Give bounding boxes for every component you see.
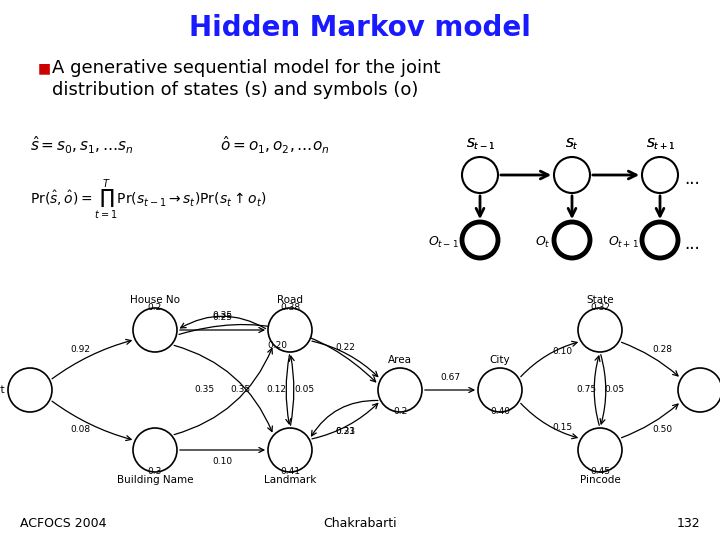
Text: 0.20: 0.20 — [268, 341, 287, 350]
Circle shape — [578, 308, 622, 352]
Text: 0.2: 0.2 — [148, 303, 162, 313]
Text: 0.28: 0.28 — [652, 346, 672, 354]
Text: ...: ... — [684, 235, 700, 253]
Text: Building Name: Building Name — [117, 475, 193, 485]
Text: 0.15: 0.15 — [552, 423, 572, 433]
Text: House No: House No — [130, 295, 180, 305]
Text: 0.10: 0.10 — [552, 348, 572, 356]
Text: 0.41: 0.41 — [280, 468, 300, 476]
Text: 0.2: 0.2 — [393, 408, 407, 416]
Circle shape — [678, 368, 720, 412]
Circle shape — [268, 308, 312, 352]
Text: 0.50: 0.50 — [652, 426, 672, 435]
Text: 0.35: 0.35 — [194, 386, 215, 395]
Text: 132: 132 — [676, 517, 700, 530]
Circle shape — [642, 222, 678, 258]
Text: 0.40: 0.40 — [490, 408, 510, 416]
Text: $\Pr(\hat{s}, \hat{o}) = \prod_{t=1}^{T} \Pr(s_{t-1} \to s_t) \Pr(s_t \uparrow o: $\Pr(\hat{s}, \hat{o}) = \prod_{t=1}^{T}… — [30, 178, 266, 222]
Text: 0.75: 0.75 — [576, 386, 596, 395]
Text: 0.38: 0.38 — [280, 303, 300, 313]
Text: 0.10: 0.10 — [212, 457, 233, 467]
Circle shape — [378, 368, 422, 412]
Circle shape — [268, 428, 312, 472]
Text: 0.3: 0.3 — [148, 468, 162, 476]
Text: 0.08: 0.08 — [71, 426, 91, 435]
Circle shape — [478, 368, 522, 412]
Text: $S_{t+1}$: $S_{t+1}$ — [646, 137, 675, 152]
Circle shape — [578, 428, 622, 472]
Text: Chakrabarti: Chakrabarti — [323, 517, 397, 530]
Text: 0.32: 0.32 — [590, 303, 610, 313]
Text: Road: Road — [277, 295, 303, 305]
Text: 0.35: 0.35 — [212, 312, 233, 321]
Text: $S_t$: $S_t$ — [565, 137, 579, 152]
Circle shape — [462, 222, 498, 258]
Text: ...: ... — [684, 170, 700, 188]
Text: $O_t$: $O_t$ — [536, 234, 551, 249]
Text: Area: Area — [388, 355, 412, 365]
Text: City: City — [490, 355, 510, 365]
Circle shape — [642, 157, 678, 193]
Text: 0.33: 0.33 — [335, 428, 355, 436]
Text: 0.92: 0.92 — [71, 346, 91, 354]
Circle shape — [462, 157, 498, 193]
Text: A generative sequential model for the joint: A generative sequential model for the jo… — [52, 59, 441, 77]
Text: 0.12: 0.12 — [266, 386, 286, 395]
Circle shape — [8, 368, 52, 412]
Circle shape — [133, 308, 177, 352]
Text: $S_{t-1}$: $S_{t-1}$ — [466, 137, 495, 152]
Text: $S_{t-1}$: $S_{t-1}$ — [466, 137, 495, 152]
Text: State: State — [586, 295, 614, 305]
Text: 0.25: 0.25 — [212, 314, 233, 322]
Text: ■: ■ — [38, 61, 51, 75]
Text: 0.05: 0.05 — [294, 386, 314, 395]
Text: Hidden Markov model: Hidden Markov model — [189, 14, 531, 42]
Circle shape — [554, 157, 590, 193]
Text: 0.45: 0.45 — [590, 468, 610, 476]
Text: 0.21: 0.21 — [335, 428, 355, 436]
Text: Landmark: Landmark — [264, 475, 316, 485]
Text: distribution of states (s) and symbols (o): distribution of states (s) and symbols (… — [52, 81, 418, 99]
Text: $O_{t-1}$: $O_{t-1}$ — [428, 234, 459, 249]
Text: $O_{t+1}$: $O_{t+1}$ — [608, 234, 639, 249]
Text: $S_t$: $S_t$ — [565, 137, 579, 152]
Circle shape — [554, 222, 590, 258]
Text: $\hat{s} = s_0, s_1, \ldots s_n$: $\hat{s} = s_0, s_1, \ldots s_n$ — [30, 134, 134, 156]
Text: 0.67: 0.67 — [440, 374, 460, 382]
Text: Start: Start — [0, 385, 5, 395]
Text: $\hat{o} = o_1, o_2, \ldots o_n$: $\hat{o} = o_1, o_2, \ldots o_n$ — [220, 134, 330, 156]
Circle shape — [133, 428, 177, 472]
Text: 0.22: 0.22 — [335, 343, 355, 353]
Text: Pincode: Pincode — [580, 475, 621, 485]
Text: 0.35: 0.35 — [230, 386, 251, 395]
Text: 0.05: 0.05 — [604, 386, 624, 395]
Text: ACFOCS 2004: ACFOCS 2004 — [20, 517, 107, 530]
Text: $S_{t+1}$: $S_{t+1}$ — [646, 137, 675, 152]
